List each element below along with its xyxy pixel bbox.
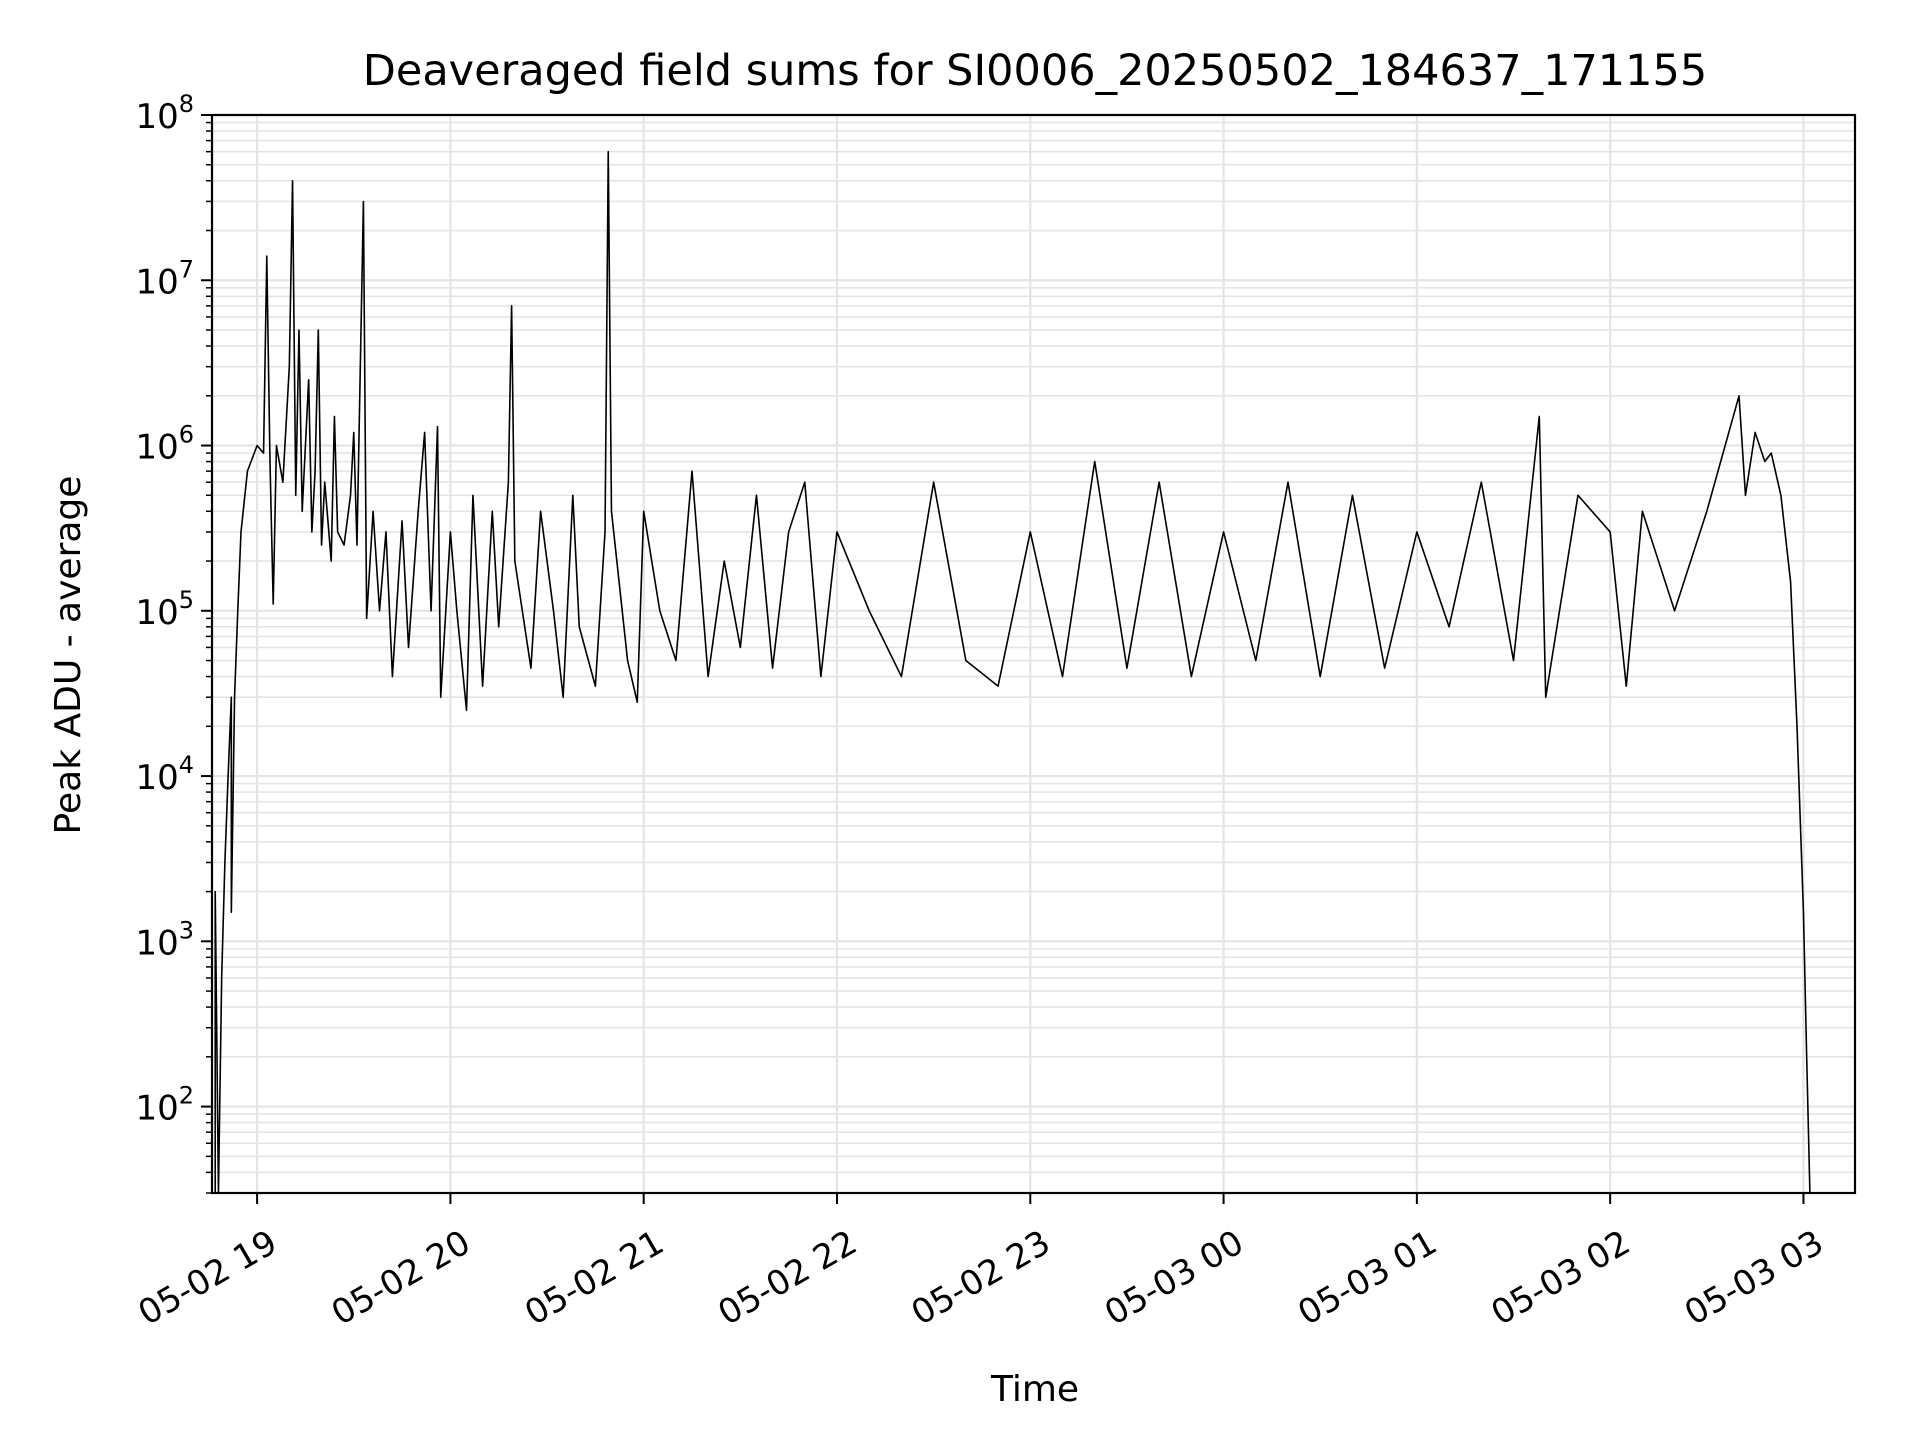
x-axis-label: Time xyxy=(990,1369,1079,1410)
y-tick-label-exponent: 6 xyxy=(179,421,194,449)
y-tick-label: 108 xyxy=(135,90,194,137)
y-tick-label-base: 10 xyxy=(135,262,178,302)
y-axis-label: Peak ADU - average xyxy=(48,476,89,835)
y-tick-label-base: 10 xyxy=(135,428,178,468)
y-tick-label-base: 10 xyxy=(135,758,178,798)
y-tick-label: 104 xyxy=(135,751,194,798)
y-tick-label-base: 10 xyxy=(135,1089,178,1129)
y-tick-label: 107 xyxy=(135,255,194,302)
plot-frame xyxy=(210,113,1857,1195)
y-tick-label: 103 xyxy=(135,916,194,963)
y-tick-label-exponent: 2 xyxy=(179,1082,194,1110)
y-tick-label-base: 10 xyxy=(135,593,178,633)
y-tick-label-exponent: 5 xyxy=(179,586,194,614)
y-tick-label-exponent: 3 xyxy=(179,916,194,944)
grid-lines xyxy=(212,113,1855,1194)
y-tick-label: 106 xyxy=(135,421,194,468)
y-tick-label-exponent: 4 xyxy=(179,751,194,779)
series-line-0 xyxy=(214,150,1811,1193)
y-tick-label-base: 10 xyxy=(135,97,178,137)
y-tick-label-exponent: 7 xyxy=(179,255,194,283)
y-tick-label-exponent: 8 xyxy=(179,90,194,118)
y-axis-ticks xyxy=(201,114,212,1194)
y-tick-label: 102 xyxy=(135,1082,194,1129)
chart-title: Deaveraged field sums for SI0006_2025050… xyxy=(363,46,1708,96)
y-tick-label-base: 10 xyxy=(135,923,178,963)
x-axis-ticks xyxy=(256,1193,1805,1204)
y-tick-label: 105 xyxy=(135,586,194,633)
